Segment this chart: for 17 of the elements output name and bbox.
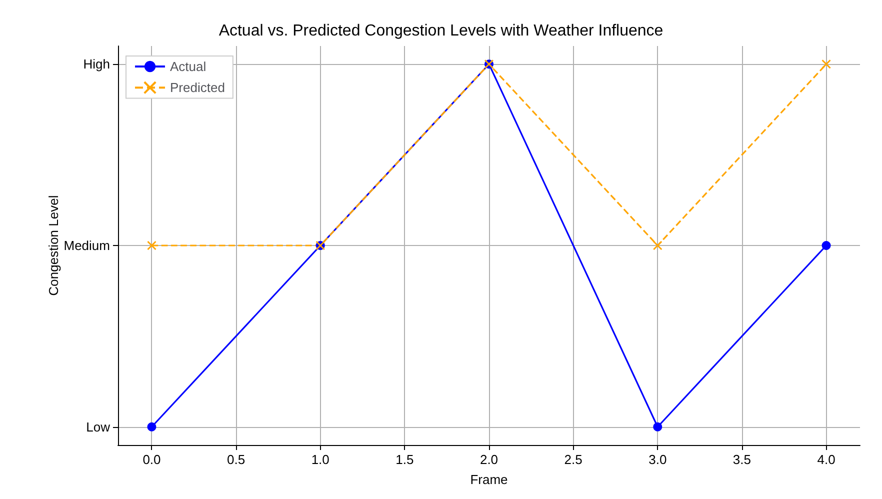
text: Low	[86, 419, 111, 434]
x-tick-label: 2.0	[480, 452, 498, 467]
legend-label: Actual	[170, 59, 206, 74]
chart-title: Actual vs. Predicted Congestion Levels with Weather Influence	[218, 22, 664, 40]
text: Medium	[64, 238, 110, 253]
legend-label: Predicted	[170, 80, 225, 96]
x-tick-label: 1.0	[311, 452, 330, 467]
x-tick-label: 3.0	[648, 452, 667, 467]
y-axis-title: Congestion Level	[46, 195, 61, 296]
text: High	[83, 56, 110, 72]
x-tick-label: 1.5	[396, 452, 414, 467]
x-tick-label: 0.5	[227, 452, 246, 467]
x-tick-label: 0.0	[142, 452, 161, 467]
x-tick-label: 4.0	[817, 452, 836, 467]
x-tick-label: 3.5	[732, 452, 751, 467]
x-axis-title: Frame	[470, 472, 508, 487]
x-tick-label: 2.5	[564, 452, 582, 467]
